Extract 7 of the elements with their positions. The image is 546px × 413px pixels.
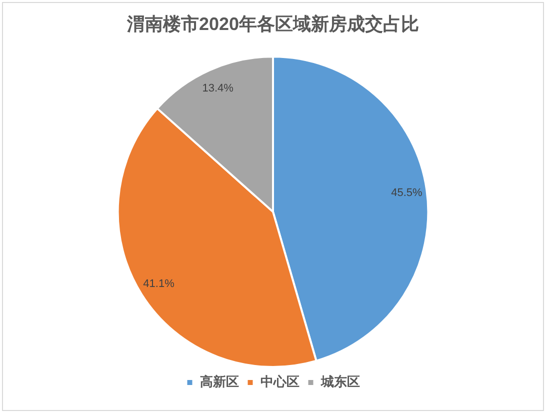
data-label: 41.1% <box>143 278 175 290</box>
legend-label: 城东区 <box>320 374 360 390</box>
legend-label: 高新区 <box>200 374 239 390</box>
chart-title: 渭南楼市2020年各区域新房成交占比 <box>126 14 420 34</box>
data-label: 45.5% <box>391 186 422 199</box>
legend-label: 中心区 <box>260 374 300 390</box>
data-label: 13.4% <box>202 82 234 95</box>
